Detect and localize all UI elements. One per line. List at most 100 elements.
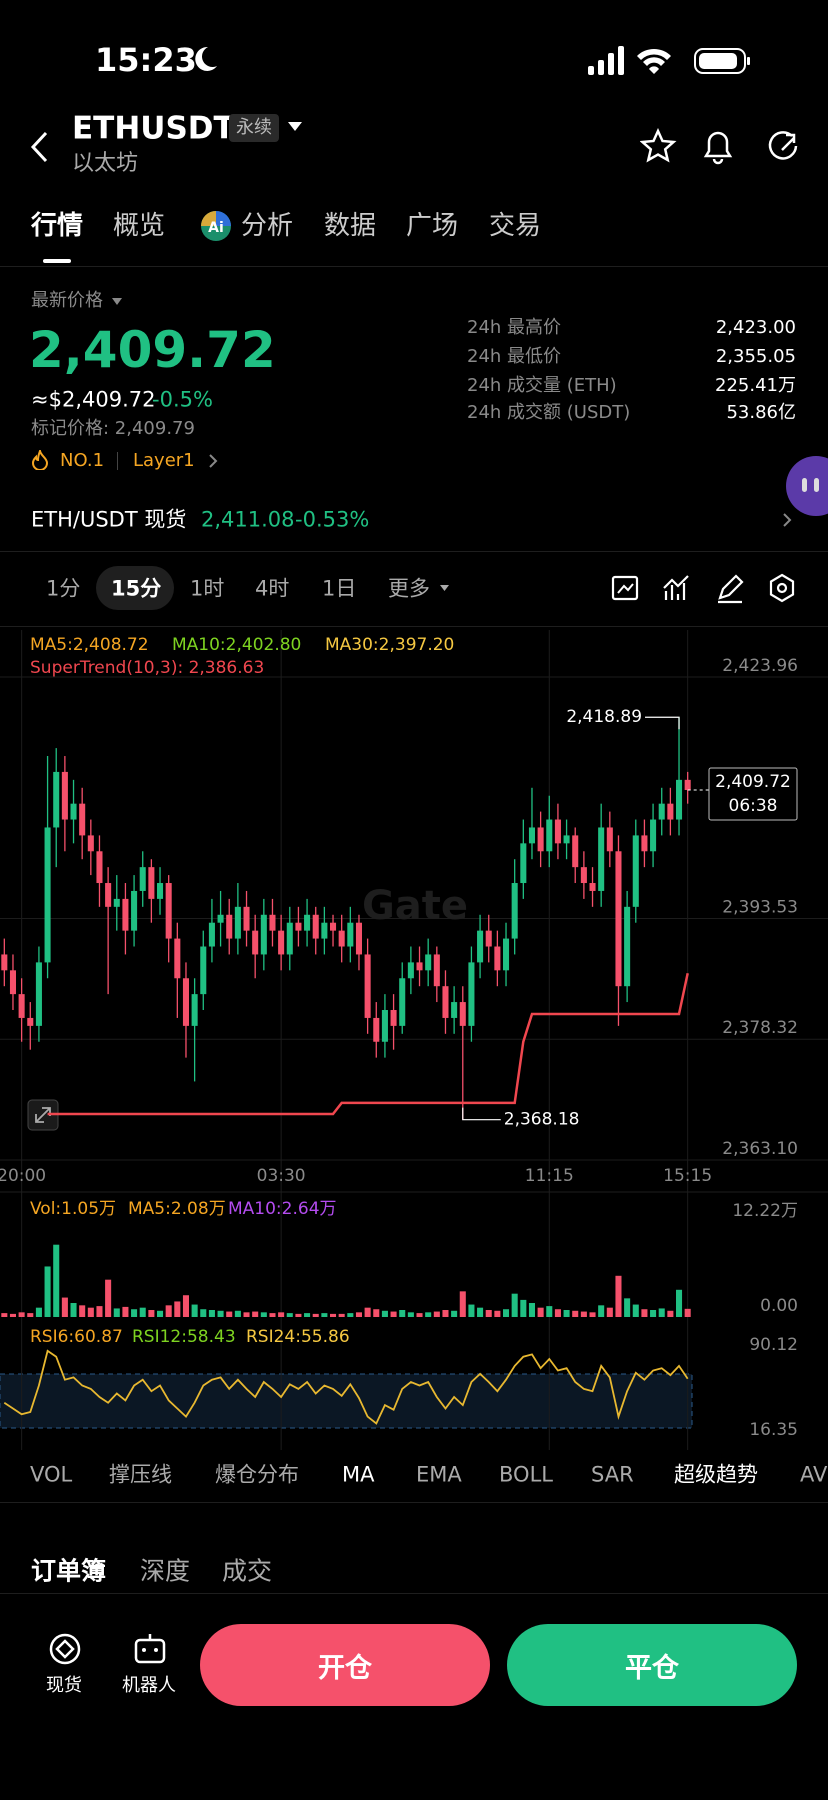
indicator[interactable]: BOLL — [499, 1462, 553, 1487]
legend-label: RSI24:55.86 — [246, 1327, 350, 1347]
candle-body — [122, 898, 129, 931]
timeframe-pill — [96, 566, 174, 610]
volume-bar — [589, 1312, 596, 1317]
tab[interactable]: 行情 — [31, 211, 84, 241]
candle-body — [234, 906, 241, 939]
header-actions[interactable] — [640, 128, 810, 166]
price-label: 最新价格 — [31, 290, 103, 311]
category-tag[interactable]: Layer1 — [133, 450, 195, 471]
volume-bar — [563, 1310, 570, 1317]
candle-body — [511, 883, 518, 939]
assistant-bubble[interactable] — [786, 456, 828, 516]
candle-body — [684, 779, 691, 791]
volume-bar — [295, 1313, 302, 1317]
volume-bar — [494, 1310, 501, 1317]
close-button[interactable]: 平仓 — [507, 1624, 797, 1706]
volume-bar — [650, 1310, 657, 1317]
volume-bar — [165, 1305, 172, 1317]
volume-bar — [260, 1312, 267, 1317]
moon-icon — [195, 46, 217, 71]
volume-bar — [18, 1312, 25, 1317]
orderbook-tab[interactable]: 深度 — [140, 1556, 191, 1586]
y-tick-label: 0.00 — [760, 1296, 798, 1316]
candle-body — [226, 914, 233, 939]
spot-change: -0.53% — [295, 507, 370, 532]
tab[interactable]: 概览 — [113, 211, 166, 241]
candle-body — [338, 930, 345, 947]
candle-body — [260, 914, 267, 955]
volume-bar — [329, 1313, 337, 1317]
kline-chart: 2,423.96 2,393.53 2,378.32 2,363.10 20:00 03:… — [0, 630, 828, 1450]
spot-name[interactable]: ETH/USDT 现货 — [31, 507, 187, 532]
asset-name: 以太坊 — [72, 151, 139, 176]
indicator[interactable]: EMA — [416, 1462, 462, 1487]
timeframe[interactable]: 1时 — [190, 576, 225, 601]
volume-bar — [355, 1312, 363, 1317]
x-tick-label: 20:00 — [0, 1166, 46, 1186]
path-shape — [703, 131, 733, 165]
candle-body — [61, 771, 68, 820]
timeframe[interactable]: 1分 — [46, 576, 81, 601]
rsi-line — [3, 1349, 689, 1425]
tab[interactable]: 交易 — [489, 211, 542, 241]
volume-bar — [148, 1310, 155, 1317]
volume-bar — [407, 1312, 414, 1317]
indicator[interactable]: SAR — [591, 1462, 634, 1487]
legend-label: MA10:2.64万 — [228, 1199, 337, 1219]
timeframe[interactable]: 4时 — [255, 576, 290, 601]
indicator[interactable]: MA — [342, 1462, 375, 1487]
candle-body — [243, 906, 250, 931]
indicator[interactable]: 爆仓分布 — [215, 1462, 299, 1487]
volume-bar — [675, 1289, 683, 1317]
candle-body — [131, 890, 138, 931]
path-shape — [209, 454, 218, 468]
volume-bar — [113, 1308, 120, 1317]
volume-bar — [381, 1310, 388, 1317]
orderbook-tab[interactable]: 成交 — [222, 1556, 273, 1586]
tab[interactable]: 广场 — [406, 211, 459, 241]
path-shape — [640, 128, 677, 163]
volume-bar — [321, 1313, 328, 1317]
stat-value: 2,423.00 — [715, 317, 796, 338]
path-shape — [769, 573, 795, 603]
nav-item[interactable]: 现货 — [46, 1675, 82, 1696]
candle-body — [27, 1017, 34, 1026]
candle-body — [624, 906, 631, 987]
path-shape — [288, 122, 302, 131]
open-button[interactable]: 开仓 — [200, 1624, 490, 1706]
dropdown-icon[interactable] — [287, 121, 303, 133]
path-shape — [440, 585, 449, 591]
volume-bar — [667, 1310, 674, 1317]
timeframe[interactable]: 15分 — [111, 576, 162, 601]
indicator[interactable]: 超级趋势 — [674, 1462, 758, 1487]
divider — [0, 626, 828, 627]
last-price-box — [708, 767, 798, 821]
path-shape — [617, 583, 634, 594]
volume-bar — [182, 1295, 190, 1317]
indicator[interactable]: VOL — [30, 1462, 73, 1487]
chart-tools[interactable] — [608, 572, 808, 606]
rank-tag[interactable]: NO.1 — [60, 450, 105, 471]
last-price: 2,409.72 — [29, 321, 276, 379]
volume-bar — [200, 1309, 207, 1317]
candle-body — [217, 914, 224, 923]
rect-shape — [598, 60, 604, 75]
tab[interactable]: 分析 — [241, 211, 294, 241]
volume-bar — [35, 1307, 42, 1317]
timeframe[interactable]: 1日 — [322, 576, 357, 601]
indicator[interactable]: AV — [800, 1462, 828, 1487]
candle-body — [658, 803, 665, 820]
candle-body — [9, 970, 17, 995]
indicator[interactable]: 撑压线 — [109, 1462, 172, 1487]
back-button[interactable] — [28, 130, 52, 164]
y-tick-label: 2,423.96 — [722, 656, 798, 676]
legend-label: RSI6:60.87 — [30, 1327, 123, 1347]
timeframe[interactable]: 更多 — [388, 576, 430, 601]
legend-label: MA5:2.08万 — [128, 1199, 226, 1219]
candle-body — [390, 1010, 397, 1026]
nav-item[interactable]: 机器人 — [122, 1675, 176, 1696]
orderbook-tab[interactable]: 订单簿 — [31, 1556, 107, 1586]
dropdown-icon[interactable] — [111, 297, 123, 306]
y-tick-label: 16.35 — [749, 1420, 798, 1440]
tab[interactable]: 数据 — [324, 211, 377, 241]
